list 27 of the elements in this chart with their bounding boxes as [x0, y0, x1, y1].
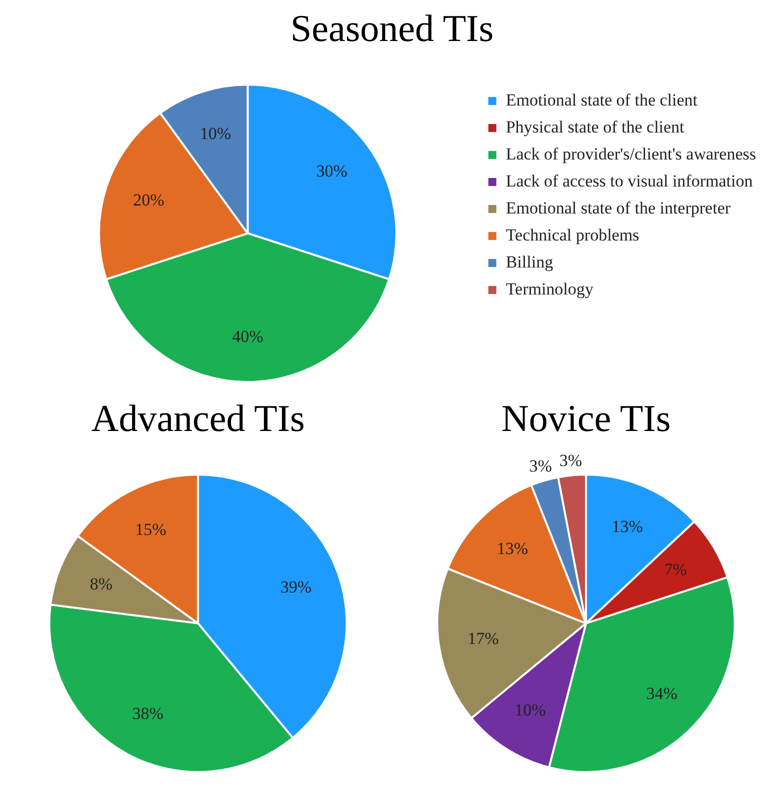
legend-label: Physical state of the client [506, 117, 685, 136]
legend-label: Technical problems [506, 225, 640, 244]
data-label: 10% [514, 700, 546, 720]
legend-label: Billing [506, 252, 554, 272]
chart-title: Seasoned TIs [290, 8, 494, 50]
data-label: 3% [559, 450, 582, 470]
legend-label: Terminology [506, 279, 594, 298]
data-label: 13% [496, 539, 528, 558]
legend-label: Lack of access to visual information [506, 171, 754, 190]
data-label: 15% [135, 520, 166, 540]
legend-label: Emotional state of the interpreter [506, 198, 731, 218]
data-label: 20% [133, 190, 164, 210]
data-label: 17% [468, 629, 499, 648]
data-label: 30% [316, 162, 348, 181]
data-label: 7% [664, 560, 687, 579]
chart-title: Advanced TIs [91, 398, 305, 440]
data-label: 8% [90, 574, 113, 594]
data-label: 38% [132, 704, 164, 723]
data-label: 34% [646, 684, 678, 704]
legend-label: Emotional state of the client [506, 90, 698, 110]
data-label: 13% [612, 517, 643, 536]
data-label: 10% [200, 124, 232, 143]
legend-label: Lack of provider's/client's awareness [506, 144, 756, 164]
data-label: 40% [232, 326, 264, 346]
chart-title: Novice TIs [501, 398, 671, 440]
data-label: 39% [280, 578, 312, 597]
data-label: 3% [529, 456, 552, 476]
